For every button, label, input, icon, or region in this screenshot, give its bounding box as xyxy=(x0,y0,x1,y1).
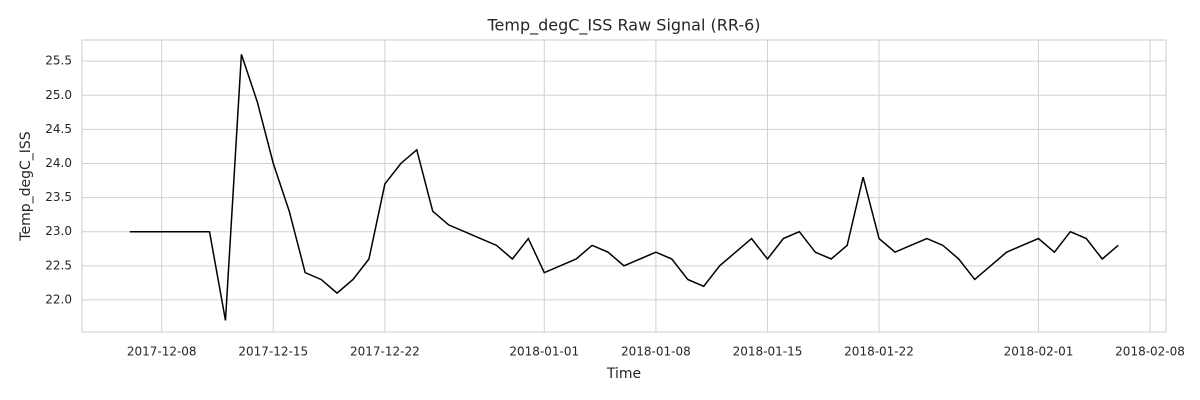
y-axis-label: Temp_degC_ISS xyxy=(18,131,34,241)
data-line xyxy=(129,54,1119,321)
y-tick-label: 23.5 xyxy=(45,190,72,204)
x-tick-label: 2018-01-15 xyxy=(733,345,803,359)
y-tick-label: 24.0 xyxy=(45,156,72,170)
x-tick-label: 2018-02-08 xyxy=(1115,345,1185,359)
x-tick-label: 2017-12-15 xyxy=(238,345,308,359)
x-tick-label: 2017-12-22 xyxy=(350,345,420,359)
x-axis-label: Time xyxy=(606,366,641,382)
plot-area xyxy=(81,39,1167,333)
y-tick-label: 24.5 xyxy=(45,122,72,136)
x-tick-label: 2018-01-22 xyxy=(844,345,914,359)
chart-title: Temp_degC_ISS Raw Signal (RR-6) xyxy=(486,16,760,36)
x-tick-label: 2018-01-01 xyxy=(509,345,579,359)
y-tick-label: 22.5 xyxy=(45,258,72,272)
y-tick-label: 25.0 xyxy=(45,88,72,102)
y-tick-label: 25.5 xyxy=(45,54,72,68)
x-tick-label: 2017-12-08 xyxy=(127,345,197,359)
x-tick-label: 2018-02-01 xyxy=(1004,345,1074,359)
y-tick-label: 22.0 xyxy=(45,292,72,306)
y-tick-label: 23.0 xyxy=(45,224,72,238)
x-tick-label: 2018-01-08 xyxy=(621,345,691,359)
